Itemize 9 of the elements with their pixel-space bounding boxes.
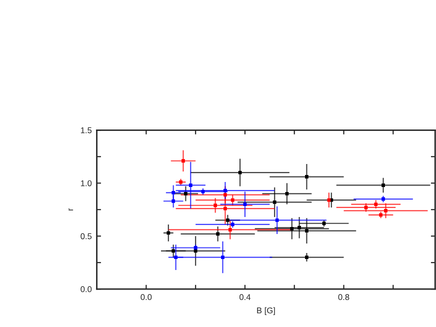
x-axis-title: B [G]: [257, 307, 275, 316]
y-tick-label: 1.0: [80, 180, 92, 186]
y-tick-label: 0.5: [80, 233, 92, 240]
x-tick-label: 0.4: [240, 294, 251, 300]
y-axis-title: r: [68, 208, 74, 210]
y-tick-label: 0.0: [80, 286, 92, 292]
x-tick-label: 0.8: [338, 294, 350, 300]
y-tick-label: 1.5: [80, 127, 92, 134]
x-tick-label: 0.0: [140, 294, 152, 300]
